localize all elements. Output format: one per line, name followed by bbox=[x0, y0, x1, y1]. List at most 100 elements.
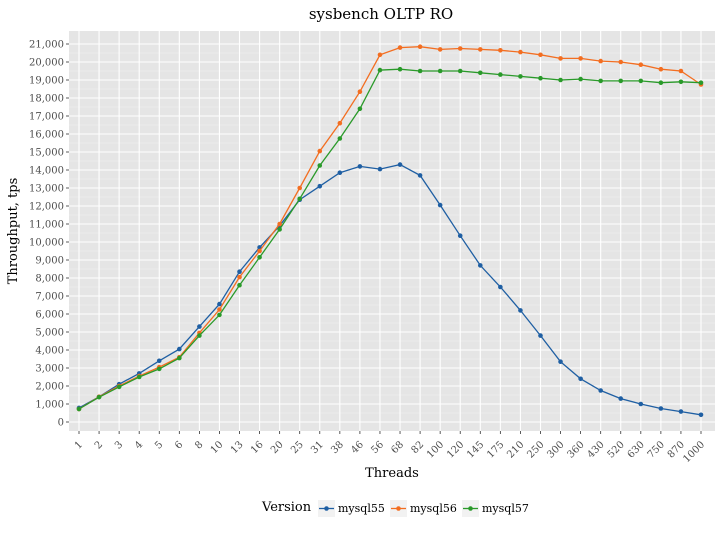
y-axis-title: Throughput, tps bbox=[6, 178, 21, 285]
data-point-mysql55 bbox=[477, 263, 483, 268]
y-tick-label: 7,000 bbox=[35, 292, 64, 303]
x-tick-label: 750 bbox=[646, 439, 667, 460]
data-point-mysql55 bbox=[437, 202, 443, 208]
x-tick-label: 300 bbox=[545, 439, 566, 460]
x-tick-label: 430 bbox=[586, 439, 607, 460]
data-point-mysql56 bbox=[558, 56, 563, 61]
data-point-mysql56 bbox=[297, 185, 303, 191]
data-point-mysql56 bbox=[498, 48, 503, 53]
data-point-mysql56 bbox=[237, 274, 242, 280]
data-point-mysql55 bbox=[578, 376, 583, 382]
data-point-mysql57 bbox=[457, 68, 463, 74]
y-axis-ticks: 0 1,000 2,000 3,000 4,000 5,000 6,000 7,000 8,00… bbox=[29, 40, 69, 429]
x-tick-label: 25 bbox=[289, 439, 306, 456]
data-point-mysql57 bbox=[377, 67, 383, 73]
data-point-mysql56 bbox=[638, 62, 644, 67]
series-line-mysql55 bbox=[78, 163, 702, 416]
data-point-mysql57 bbox=[76, 406, 82, 412]
data-point-mysql57 bbox=[558, 77, 563, 83]
x-tick-label: 2 bbox=[93, 439, 105, 451]
x-tick-label: 100 bbox=[425, 439, 446, 460]
data-point-mysql56 bbox=[377, 52, 383, 58]
data-point-mysql55 bbox=[538, 333, 543, 338]
x-tick-label: 4 bbox=[133, 439, 145, 451]
data-point-mysql55 bbox=[658, 406, 664, 411]
data-point-mysql57 bbox=[96, 394, 102, 400]
x-tick-label: 6 bbox=[173, 439, 185, 451]
x-tick-label: 20 bbox=[269, 439, 286, 456]
y-tick-label: 16,000 bbox=[29, 130, 64, 141]
data-point-mysql56 bbox=[437, 47, 443, 52]
data-point-mysql55 bbox=[678, 409, 684, 414]
data-point-mysql56 bbox=[317, 148, 323, 154]
data-point-mysql57 bbox=[618, 78, 624, 84]
data-point-mysql57 bbox=[498, 72, 503, 77]
data-point-mysql57 bbox=[397, 66, 403, 72]
data-point-mysql55 bbox=[237, 269, 242, 275]
data-point-mysql56 bbox=[457, 46, 463, 51]
data-point-mysql57 bbox=[237, 282, 242, 288]
x-tick-label: 38 bbox=[329, 439, 346, 456]
gridlines bbox=[69, 31, 715, 431]
data-point-mysql56 bbox=[518, 49, 523, 55]
data-point-mysql55 bbox=[217, 301, 222, 307]
data-point-mysql57 bbox=[658, 80, 664, 85]
x-tick-label: 3 bbox=[113, 439, 125, 451]
data-point-mysql57 bbox=[217, 312, 222, 318]
data-point-mysql55 bbox=[457, 233, 463, 238]
x-tick-label: 145 bbox=[465, 439, 486, 460]
y-tick-label: 15,000 bbox=[29, 148, 64, 159]
x-tick-label: 46 bbox=[349, 439, 366, 456]
data-point-mysql56 bbox=[618, 59, 624, 65]
legend-label: mysql56 bbox=[410, 502, 457, 515]
data-point-mysql56 bbox=[277, 221, 282, 227]
data-point-mysql57 bbox=[578, 76, 583, 82]
y-tick-label: 4,000 bbox=[35, 346, 64, 357]
data-point-mysql57 bbox=[698, 80, 704, 85]
data-point-mysql56 bbox=[578, 56, 583, 61]
data-point-mysql56 bbox=[538, 52, 543, 58]
data-point-mysql57 bbox=[317, 163, 323, 168]
x-tick-label: 1 bbox=[73, 439, 85, 451]
y-tick-label: 11,000 bbox=[29, 220, 64, 231]
data-point-mysql57 bbox=[437, 68, 443, 74]
data-point-mysql55 bbox=[357, 164, 363, 169]
legend-label: mysql55 bbox=[338, 502, 385, 515]
data-point-mysql57 bbox=[156, 366, 162, 372]
y-tick-label: 9,000 bbox=[35, 256, 64, 267]
data-point-mysql55 bbox=[377, 166, 383, 172]
x-tick-label: 630 bbox=[626, 439, 647, 460]
legend-key-point bbox=[396, 506, 401, 511]
legend-label: mysql57 bbox=[482, 502, 529, 515]
legend-title: Version bbox=[261, 500, 312, 515]
series-mysql57 bbox=[76, 66, 704, 412]
y-tick-label: 2,000 bbox=[35, 382, 64, 393]
x-axis-ticks: 1 2 3 4 5 6 8 10 13 16 20 25 31 38 46 56 68 8210012014517… bbox=[73, 431, 707, 465]
series-line-mysql57 bbox=[78, 68, 702, 410]
x-tick-label: 31 bbox=[309, 439, 326, 456]
y-tick-label: 1,000 bbox=[35, 400, 64, 411]
y-tick-label: 5,000 bbox=[35, 328, 64, 339]
data-point-mysql55 bbox=[417, 173, 423, 178]
y-tick-label: 10,000 bbox=[29, 238, 64, 249]
chart-title: sysbench OLTP RO bbox=[309, 5, 453, 23]
data-point-mysql56 bbox=[477, 47, 483, 52]
data-point-mysql57 bbox=[678, 79, 684, 85]
x-tick-label: 360 bbox=[565, 439, 586, 460]
legend-key-point bbox=[324, 506, 329, 511]
y-tick-label: 3,000 bbox=[35, 364, 64, 375]
y-tick-label: 18,000 bbox=[29, 94, 64, 105]
data-point-mysql55 bbox=[558, 359, 563, 365]
data-point-mysql56 bbox=[678, 68, 684, 74]
data-point-mysql57 bbox=[638, 78, 644, 84]
data-point-mysql56 bbox=[257, 248, 262, 254]
x-tick-label: 5 bbox=[153, 439, 165, 451]
y-tick-label: 12,000 bbox=[29, 202, 64, 213]
data-point-mysql55 bbox=[618, 396, 624, 401]
data-point-mysql55 bbox=[498, 284, 503, 290]
x-tick-label: 13 bbox=[229, 439, 246, 456]
data-point-mysql55 bbox=[177, 346, 182, 352]
data-point-mysql57 bbox=[417, 68, 423, 74]
data-point-mysql57 bbox=[277, 227, 282, 232]
